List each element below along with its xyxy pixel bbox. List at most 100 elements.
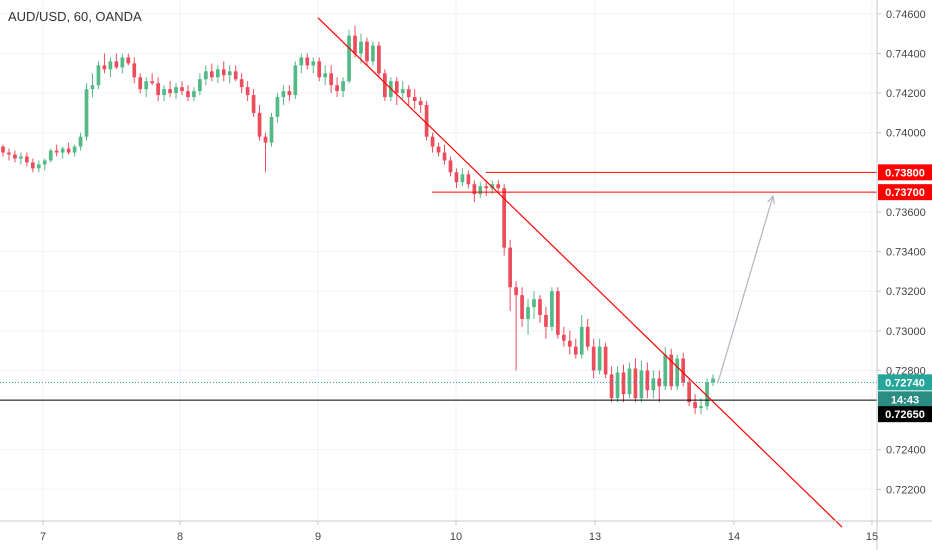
candle-body [287, 91, 292, 96]
candle [466, 170, 471, 189]
candle [377, 41, 381, 78]
candle-body [478, 186, 483, 195]
support-tag-label: 0.72650 [885, 409, 925, 421]
candle-body [42, 160, 47, 165]
candle-body [25, 156, 29, 163]
candle [597, 338, 602, 375]
x-tick-label: 7 [40, 531, 46, 543]
candle [239, 73, 244, 94]
trendline[interactable] [317, 17, 843, 528]
candle [180, 81, 184, 96]
candle-body [180, 87, 184, 92]
candle [221, 61, 226, 82]
candle [227, 65, 232, 84]
time-axis[interactable]: 7 8 9 10 13 14 15 [40, 521, 878, 543]
candle [192, 87, 196, 102]
candle [108, 57, 113, 78]
candle-body [209, 71, 214, 78]
candle [156, 77, 160, 102]
candle-body [365, 41, 369, 62]
candle-body [251, 95, 256, 113]
candle [126, 53, 131, 66]
candle [7, 148, 11, 161]
y-tick-label: 0.73000 [886, 326, 926, 338]
candle-body [693, 402, 697, 409]
candle [460, 168, 465, 187]
candle-body [281, 91, 286, 98]
candle-body [108, 61, 113, 70]
candle [72, 144, 77, 157]
candle-body [102, 65, 107, 70]
candle-body [705, 382, 709, 407]
candle-body [508, 247, 512, 288]
candle [48, 148, 53, 163]
candle [323, 65, 328, 86]
candle [382, 69, 387, 102]
candle [472, 180, 477, 203]
candle-body [579, 326, 584, 355]
candle-body [7, 152, 11, 155]
candle [436, 142, 441, 157]
candle [215, 65, 220, 84]
candle [233, 65, 238, 82]
candles [1, 25, 715, 415]
candle [687, 378, 691, 407]
candle-body [651, 378, 656, 391]
support-tag: 0.72650 [878, 406, 932, 423]
candle [162, 85, 166, 102]
candle [699, 398, 703, 415]
candle [502, 184, 507, 256]
x-tick-label: 15 [866, 531, 878, 543]
y-tick-label: 0.72200 [886, 484, 926, 496]
candle-body [382, 73, 387, 98]
candle [66, 142, 71, 155]
candle [412, 89, 417, 109]
candle [430, 132, 435, 153]
candle [293, 61, 298, 100]
candle-body [430, 136, 435, 147]
candle [561, 326, 566, 347]
candle-body [90, 85, 95, 90]
candle-body [502, 188, 507, 248]
candle-body [335, 85, 339, 92]
price-tags: 0.73800 0.73700 0.72740 14:43 0.72650 [878, 164, 932, 423]
candle-body [36, 164, 41, 169]
candle [150, 73, 155, 86]
y-tick-label: 0.73200 [886, 286, 926, 298]
candle [520, 287, 524, 327]
resistance-tag: 0.73700 [878, 184, 932, 201]
candle-body [520, 295, 524, 319]
current-price-tag-label: 0.72740 [885, 377, 925, 389]
candle-body [192, 91, 196, 98]
candle [30, 158, 35, 173]
candle [287, 85, 292, 102]
candle [603, 342, 608, 379]
projection-arrow[interactable] [717, 195, 774, 383]
candle-body [162, 89, 166, 96]
candle-body [19, 156, 23, 159]
candle-body [460, 174, 465, 183]
candle-body [150, 81, 155, 84]
candle [651, 370, 656, 399]
candle-body [66, 148, 71, 153]
candle-body [72, 146, 77, 153]
candle-body [573, 346, 578, 355]
y-tick-label: 0.74200 [886, 88, 926, 100]
candle-body [13, 154, 17, 159]
candle [299, 53, 304, 74]
candle [544, 307, 548, 339]
candle [335, 77, 339, 98]
price-axis[interactable]: 0.74600 0.74400 0.74200 0.74000 0.73600 0.734… [877, 9, 926, 496]
candle [168, 81, 172, 98]
candle-body [263, 136, 268, 143]
x-tick-label: 14 [728, 531, 740, 543]
candle [484, 180, 489, 197]
candle-body [174, 87, 178, 94]
candle [693, 394, 697, 415]
candle-body [305, 57, 310, 66]
candle [120, 53, 125, 74]
candle [245, 81, 250, 102]
candle-body [126, 57, 131, 64]
drawings [0, 17, 877, 528]
